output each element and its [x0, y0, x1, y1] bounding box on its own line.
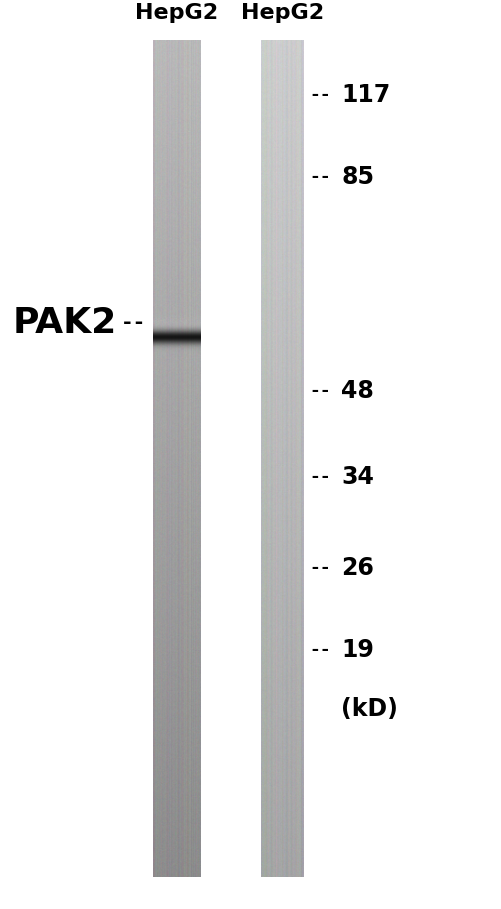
Text: --: --	[309, 382, 331, 400]
Text: HepG2: HepG2	[240, 3, 323, 23]
Text: --: --	[309, 468, 331, 486]
Text: --: --	[120, 313, 145, 333]
Text: 26: 26	[341, 556, 373, 580]
Text: 117: 117	[341, 84, 390, 107]
Text: --: --	[309, 641, 331, 659]
Text: --: --	[309, 86, 331, 105]
Text: --: --	[309, 559, 331, 577]
Text: 19: 19	[341, 638, 373, 662]
Text: HepG2: HepG2	[135, 3, 218, 23]
Text: 85: 85	[341, 165, 374, 189]
Text: (kD): (kD)	[341, 697, 397, 721]
Text: --: --	[309, 168, 331, 186]
Text: 34: 34	[341, 465, 373, 489]
Text: 48: 48	[341, 379, 373, 403]
Text: PAK2: PAK2	[13, 305, 117, 340]
